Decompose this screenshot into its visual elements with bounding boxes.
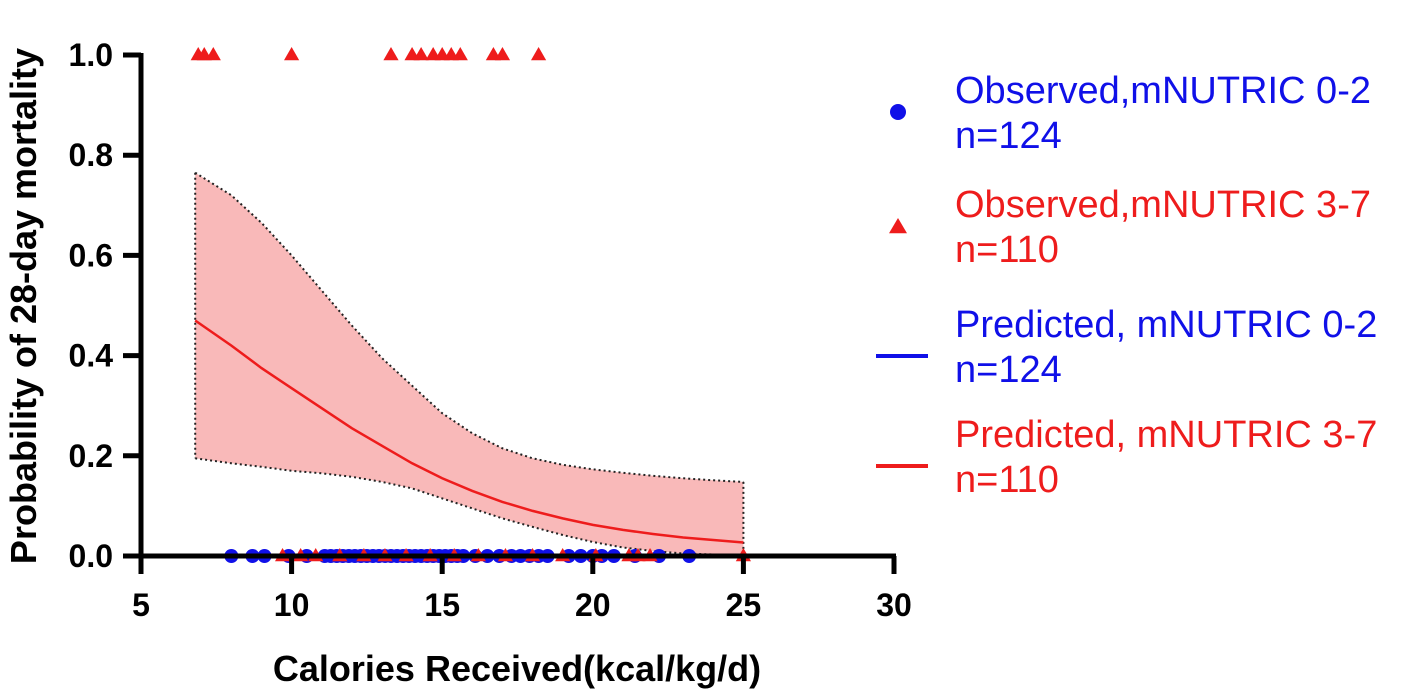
data-point-1 <box>413 47 429 61</box>
y-tick-label: 0.8 <box>69 137 113 173</box>
legend-n-label: n=110 <box>955 459 1059 501</box>
y-tick-label: 0.6 <box>69 237 113 273</box>
x-tick-label: 20 <box>575 587 611 623</box>
y-tick-label: 1.0 <box>69 37 113 73</box>
legend-symbol-circle <box>890 104 906 120</box>
series-line-3 <box>194 319 744 544</box>
x-axis-title: Calories Received(kcal/kg/d) <box>273 648 761 689</box>
plot-area <box>141 47 751 563</box>
data-point-1 <box>284 47 300 61</box>
legend-label: Predicted, mNUTRIC 0-2 <box>955 304 1377 346</box>
legend-symbol-triangle <box>889 218 907 234</box>
legend-n-label: n=124 <box>955 115 1062 157</box>
legend-entry-1: Observed,mNUTRIC 3-7n=110 <box>889 184 1371 271</box>
y-axis-title: Probability of 28-day mortality <box>3 48 44 564</box>
legend-label: Observed,mNUTRIC 0-2 <box>955 70 1371 112</box>
confidence-band <box>195 172 744 556</box>
legend-label: Observed,mNUTRIC 3-7 <box>955 184 1371 226</box>
x-tick-label: 15 <box>424 587 460 623</box>
legend: Observed,mNUTRIC 0-2n=124Observed,mNUTRI… <box>876 70 1377 501</box>
x-tick-label: 25 <box>726 587 762 623</box>
y-tick-label: 0.2 <box>69 438 113 474</box>
data-point-1 <box>205 47 221 61</box>
legend-n-label: n=110 <box>955 229 1059 271</box>
legend-label: Predicted, mNUTRIC 3-7 <box>955 414 1377 456</box>
legend-entry-2: Predicted, mNUTRIC 0-2n=124 <box>876 304 1377 391</box>
legend-n-label: n=124 <box>955 349 1062 391</box>
x-tick-label: 5 <box>132 587 150 623</box>
data-point-1 <box>383 47 399 61</box>
legend-entry-3: Predicted, mNUTRIC 3-7n=110 <box>876 414 1377 501</box>
axes: 5 10 15 20 25 30 0.0 0.2 0.4 0.6 0.8 1.0 <box>69 37 912 623</box>
data-point-1 <box>494 47 511 61</box>
y-tick-label: 0.4 <box>69 338 114 374</box>
legend-entry-0: Observed,mNUTRIC 0-2n=124 <box>890 70 1371 157</box>
x-tick-label: 10 <box>274 587 310 623</box>
data-point-1 <box>452 47 468 61</box>
data-point-1 <box>530 47 547 61</box>
x-tick-label: 30 <box>876 587 912 623</box>
y-tick-label: 0.0 <box>69 538 113 574</box>
